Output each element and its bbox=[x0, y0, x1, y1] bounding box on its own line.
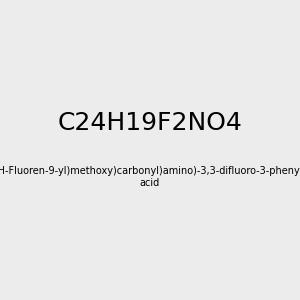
Text: (S)-2-((((9H-Fluoren-9-yl)methoxy)carbonyl)amino)-3,3-difluoro-3-phenylpropanoic: (S)-2-((((9H-Fluoren-9-yl)methoxy)carbon… bbox=[0, 166, 300, 188]
Text: C24H19F2NO4: C24H19F2NO4 bbox=[58, 111, 242, 135]
